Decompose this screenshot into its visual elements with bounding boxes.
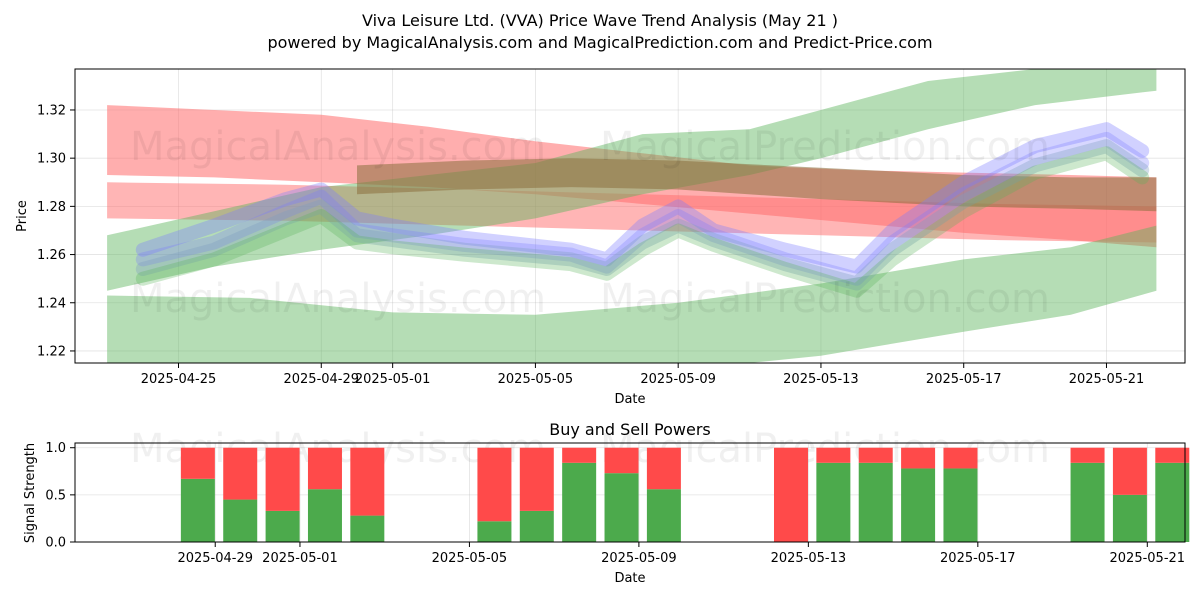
- price-x-tick-label: 2025-04-25: [141, 372, 217, 387]
- buy-bar: [562, 462, 597, 542]
- buy-bar: [180, 478, 215, 542]
- power-y-tick-label: 1.0: [45, 441, 66, 456]
- price-x-tick-label: 2025-05-21: [1069, 372, 1145, 387]
- power-plot-frame: [74, 442, 1186, 543]
- price-y-tick-label: 1.32: [37, 103, 66, 118]
- power-y-tick-label: 0.5: [45, 488, 66, 503]
- price-y-tick-label: 1.24: [37, 296, 66, 311]
- sell-bar: [477, 447, 512, 522]
- price-y-tick-label: 1.28: [37, 200, 66, 215]
- power-bars: [180, 447, 1190, 542]
- sell-bar: [901, 447, 936, 469]
- power-plot: Buy and Sell Powers MagicalAnalysis.com …: [23, 420, 1190, 586]
- sell-bar: [604, 447, 639, 474]
- buy-bar: [223, 499, 258, 542]
- sell-bar: [265, 447, 300, 511]
- blue-trend-2: [135, 131, 1150, 286]
- buy-bar: [265, 510, 300, 542]
- power-y-tick-label: 0.0: [45, 536, 66, 551]
- watermark: MagicalAnalysis.com: [130, 124, 546, 170]
- blue-trend-1: [135, 122, 1150, 274]
- sell-bar: [562, 447, 597, 463]
- power-x-tick-label: 2025-05-05: [432, 551, 508, 566]
- buy-bar: [943, 468, 978, 542]
- green-trend: [135, 146, 1150, 298]
- price-y-tick-label: 1.26: [37, 248, 66, 263]
- price-x-tick-label: 2025-05-09: [640, 372, 716, 387]
- sell-bar: [1112, 447, 1147, 495]
- buy-bar: [307, 489, 342, 542]
- power-x-tick-label: 2025-05-09: [601, 551, 677, 566]
- buy-bar: [858, 462, 893, 542]
- green-wave-bottom: [107, 225, 1157, 363]
- price-y-ticks: 1.22 1.24 1.26 1.28 1.30 1.32: [37, 103, 75, 359]
- slate-trend: [135, 139, 1150, 291]
- brown-wave: [357, 158, 1157, 212]
- buy-bar: [477, 521, 512, 542]
- price-x-tick-label: 2025-05-13: [783, 372, 859, 387]
- sell-bar: [307, 447, 342, 490]
- buy-bar: [350, 515, 385, 542]
- price-x-tick-label: 2025-05-01: [355, 372, 431, 387]
- sell-bar: [816, 447, 851, 463]
- power-x-ticks: 2025-04-29 2025-05-01 2025-05-05 2025-05-09…: [177, 542, 1185, 566]
- sell-bar: [223, 447, 258, 500]
- price-plot-frame: [74, 68, 1186, 364]
- power-x-tick-label: 2025-05-17: [940, 551, 1016, 566]
- watermark: MagicalPrediction.com: [600, 276, 1050, 322]
- buy-bar: [519, 510, 554, 542]
- sell-bar: [773, 447, 808, 542]
- sell-bar: [858, 447, 893, 463]
- buy-bar: [816, 462, 851, 542]
- sell-bar: [519, 447, 554, 511]
- red-wave-lower: [107, 182, 1157, 243]
- price-y-label: Price: [15, 200, 30, 232]
- sell-bar: [180, 447, 215, 479]
- buy-bar: [901, 468, 936, 542]
- price-x-tick-label: 2025-04-29: [283, 372, 359, 387]
- sell-bar: [1155, 447, 1190, 463]
- buy-bar: [1112, 494, 1147, 542]
- buy-bar: [1155, 462, 1190, 542]
- price-waves: [107, 69, 1157, 363]
- price-x-tick-label: 2025-05-05: [498, 372, 574, 387]
- buy-bar: [1070, 462, 1105, 542]
- watermark: MagicalPrediction.com: [600, 124, 1050, 170]
- power-title: Buy and Sell Powers: [549, 420, 711, 439]
- power-x-tick-label: 2025-04-29: [177, 551, 253, 566]
- buy-bar: [604, 473, 639, 542]
- power-y-ticks: 0.0 0.5 1.0: [45, 441, 75, 551]
- price-wave-layer: [107, 69, 1157, 363]
- sell-bar: [943, 447, 978, 469]
- sell-bar: [646, 447, 681, 490]
- power-x-tick-label: 2025-05-01: [262, 551, 338, 566]
- price-y-tick-label: 1.30: [37, 152, 66, 167]
- power-y-label: Signal Strength: [23, 443, 38, 543]
- sell-bar: [350, 447, 385, 516]
- price-x-label: Date: [614, 392, 645, 407]
- power-x-tick-label: 2025-05-21: [1110, 551, 1186, 566]
- power-x-tick-label: 2025-05-13: [771, 551, 847, 566]
- watermark: MagicalAnalysis.com: [130, 276, 546, 322]
- sell-bar: [1070, 447, 1105, 463]
- price-x-tick-label: 2025-05-17: [926, 372, 1002, 387]
- buy-bar: [646, 489, 681, 542]
- chart-title: Viva Leisure Ltd. (VVA) Price Wave Trend…: [362, 11, 838, 30]
- price-watermarks: MagicalAnalysis.com MagicalPrediction.co…: [130, 124, 1050, 322]
- power-x-label: Date: [614, 571, 645, 586]
- chart-subtitle: powered by MagicalAnalysis.com and Magic…: [267, 33, 932, 52]
- price-y-tick-label: 1.22: [37, 344, 66, 359]
- price-plot: MagicalAnalysis.com MagicalPrediction.co…: [15, 68, 1186, 407]
